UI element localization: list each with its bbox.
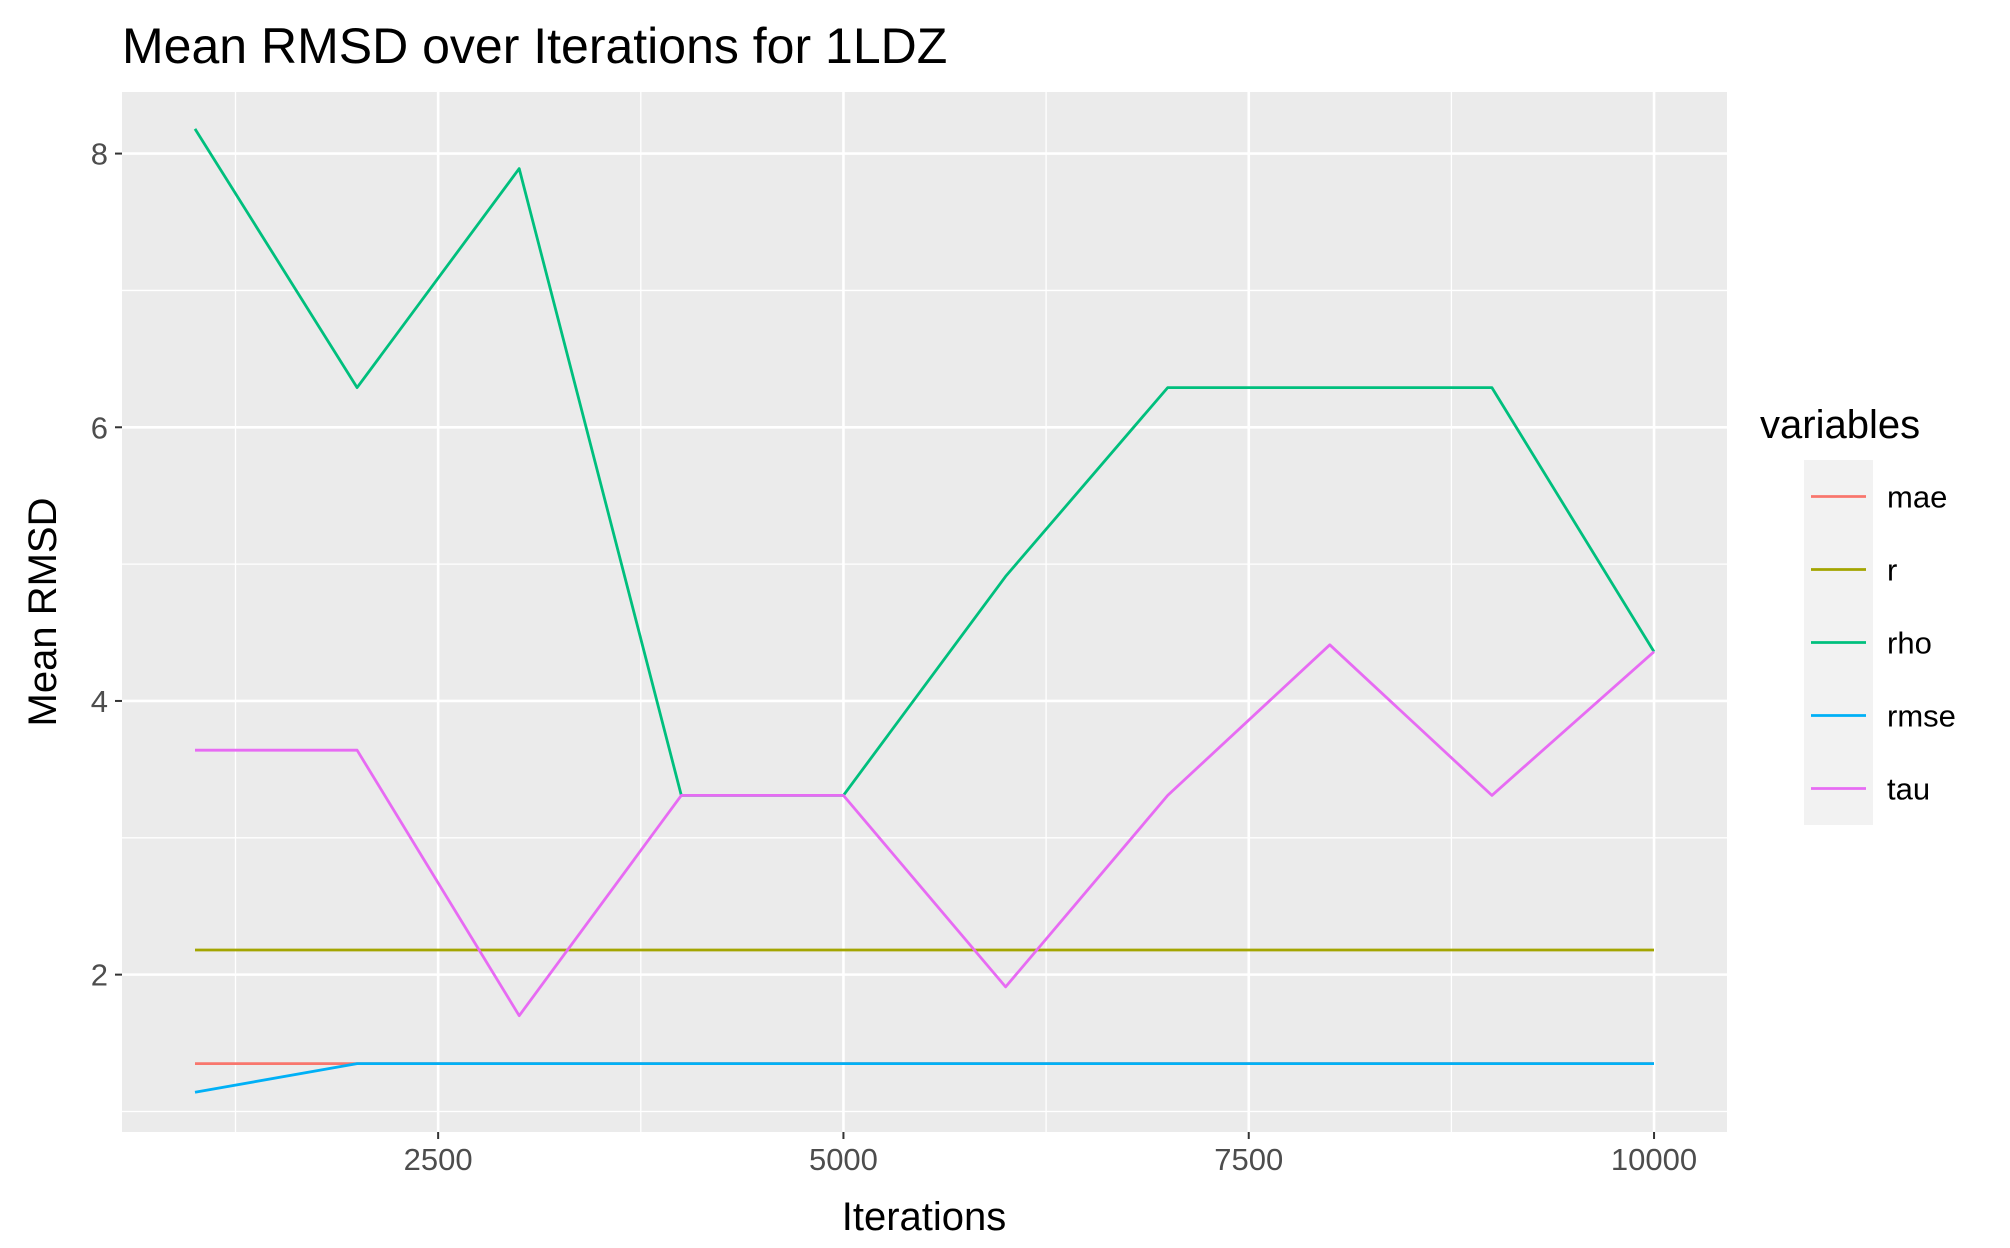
series-line-tau	[195, 643, 1655, 1018]
y-tick-label: 2	[91, 958, 108, 993]
legend-label-rho: rho	[1887, 626, 1932, 661]
legend-label-rmse: rmse	[1887, 699, 1956, 734]
y-tick-label: 6	[91, 410, 108, 445]
x-tick-label: 2500	[404, 1142, 473, 1177]
legend-label-tau: tau	[1887, 772, 1930, 807]
y-tick-label: 8	[91, 137, 108, 172]
legend-title: variables	[1760, 403, 1920, 447]
plot-panel	[122, 92, 1727, 1132]
legend-label-r: r	[1887, 553, 1897, 588]
legend-label-mae: mae	[1887, 480, 1947, 515]
x-axis: 2500 5000 7500 10000	[404, 1132, 1697, 1177]
x-axis-title: Iterations	[842, 1195, 1007, 1239]
y-axis-title: Mean RMSD	[21, 498, 65, 727]
legend: variables mae r rho rmse tau	[1760, 403, 1956, 825]
x-tick-label: 7500	[1214, 1142, 1283, 1177]
x-tick-label: 10000	[1611, 1142, 1697, 1177]
series-line-rmse	[194, 1062, 1654, 1094]
series-lines	[193, 128, 1656, 1094]
major-gridlines	[122, 92, 1727, 1132]
x-tick-label: 5000	[809, 1142, 878, 1177]
chart-title: Mean RMSD over Iterations for 1LDZ	[122, 18, 947, 74]
series-line-rho	[193, 128, 1656, 797]
y-tick-label: 4	[91, 684, 108, 719]
y-axis: 2 4 6 8	[91, 137, 122, 993]
minor-gridlines	[122, 92, 1727, 1132]
